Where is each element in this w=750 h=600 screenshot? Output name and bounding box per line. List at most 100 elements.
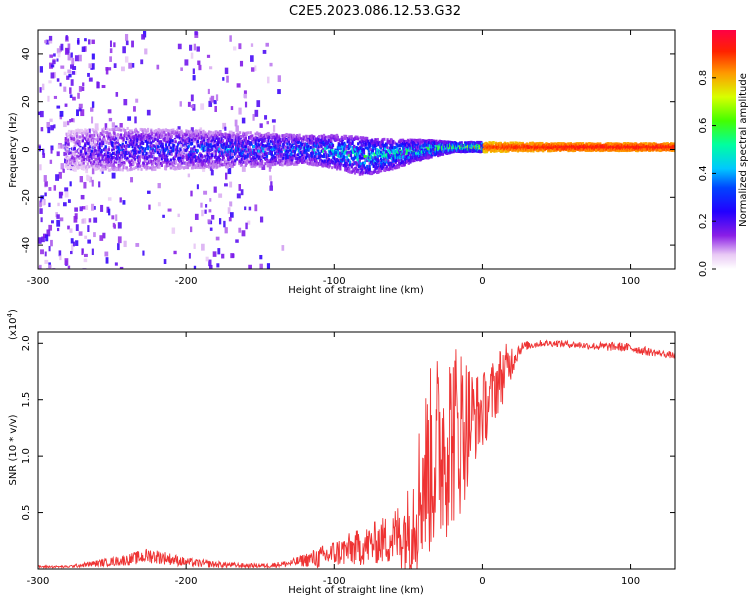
spectrogram-band-cell (275, 154, 278, 158)
spectrogram-band-cell (296, 156, 299, 160)
spectrogram-noise-cell (128, 62, 133, 69)
spectrogram-band-cell (297, 139, 300, 143)
spectrogram-band-cell (235, 157, 238, 161)
spectrogram-band-cell (185, 166, 188, 170)
spectrogram-noise-cell (190, 190, 193, 197)
spectrogram-noise-cell (207, 219, 211, 224)
spectrogram-band-cell (206, 164, 209, 168)
spectrogram-noise-cell (244, 101, 248, 108)
spectrogram-band-cell (303, 158, 306, 162)
spectrogram-band-cell (129, 161, 132, 165)
spectrogram-band-cell (214, 151, 217, 155)
spectrogram-band-cell (87, 138, 90, 142)
spectrogram-band-cell (118, 128, 121, 132)
spectrogram-band-cell (196, 140, 199, 144)
spectrogram-band-cell (75, 150, 78, 154)
spectrogram-band-cell (234, 159, 237, 163)
spectrogram-band-cell (97, 146, 100, 150)
spectrogram-band-cell (369, 148, 372, 152)
spectrogram-band-cell (277, 144, 280, 148)
spectrogram-band-cell (167, 137, 170, 141)
spectrogram-band-cell (250, 164, 253, 168)
spectrogram-band-cell (291, 149, 295, 153)
spectrogram-band-cell (232, 149, 235, 153)
spectrogram-band-cell (301, 139, 304, 143)
spectrogram-band-cell (417, 149, 420, 153)
spectrogram-noise-cell (199, 127, 203, 133)
spectrogram-band-cell (151, 148, 155, 152)
spectrogram-band-cell (64, 136, 67, 140)
spectrogram-band-cell (254, 136, 257, 140)
spectrogram-band-cell (339, 167, 342, 171)
spectrogram-noise-cell (59, 110, 64, 117)
spectrogram-noise-cell (214, 105, 217, 112)
spectrogram-band-cell (447, 146, 450, 150)
spectrogram-band-cell (211, 148, 214, 152)
spectrogram-noise-cell (117, 236, 122, 244)
spectrogram-band-cell (189, 133, 192, 137)
spectrogram-noise-cell (48, 264, 52, 269)
spectrogram-band-cell (71, 158, 74, 162)
spectrogram-band-cell (298, 135, 301, 139)
spectrogram-band-cell (225, 134, 229, 138)
spectrogram-band-cell (312, 151, 315, 155)
spectrogram-band-cell (310, 154, 313, 158)
spectrogram-noise-cell (115, 214, 118, 221)
spectrogram-band-cell (280, 148, 283, 152)
spectrogram-band-cell (173, 132, 176, 136)
spectrogram-band-cell (81, 139, 84, 143)
spectrogram-band-cell (243, 156, 247, 160)
spectrogram-noise-cell (264, 115, 268, 120)
spectrogram-band-cell (385, 166, 388, 170)
spectrogram-band-cell (405, 158, 408, 162)
spectrogram-band-cell (349, 170, 352, 174)
spectrogram-noise-cell (56, 227, 60, 232)
spectrogram-noise-cell (244, 206, 247, 211)
spectrogram-band-cell (113, 138, 116, 142)
spectrogram-band-cell (271, 147, 274, 151)
spectrogram-band-cell (366, 164, 369, 168)
spectrogram-band-cell (432, 148, 436, 152)
spectrogram-band-cell (295, 153, 298, 157)
spectrogram-band-cell (278, 149, 281, 153)
spectrogram-band-cell (203, 162, 207, 166)
spectrogram-band-cell (249, 134, 252, 138)
spectrogram-band-cell (181, 161, 184, 165)
spectrogram-band-cell (352, 150, 355, 154)
spectrogram-band-cell (390, 157, 393, 161)
spectrogram-noise-cell (248, 206, 252, 211)
spectrogram-band-cell (379, 150, 383, 154)
spectrogram-band-cell (69, 148, 72, 152)
spectrogram-noise-cell (78, 103, 83, 109)
spectrogram-band-cell (359, 162, 362, 166)
spectrogram-band-cell (76, 141, 80, 145)
spectrogram-noise-cell (107, 197, 112, 201)
spectrogram-band-cell (190, 134, 194, 138)
spectrogram-noise-cell (56, 219, 61, 227)
spectrogram-noise-cell (52, 60, 56, 65)
spectrogram-band-cell (93, 165, 96, 169)
spectrogram-band-cell (278, 159, 281, 163)
spectrogram-noise-cell (198, 64, 202, 71)
spectrogram-band-cell (107, 141, 111, 145)
spectrogram-noise-cell (211, 214, 215, 220)
spectrogram-noise-cell (111, 215, 115, 220)
spectrogram-band-cell (138, 158, 142, 162)
spectrogram-band-cell (148, 155, 151, 159)
spectrogram-band-cell (351, 142, 354, 146)
spectrogram-band-cell (290, 133, 293, 137)
spectrogram-band-cell (71, 161, 75, 165)
spectrogram-noise-cell (59, 82, 62, 87)
spectrogram-band-cell (129, 132, 133, 136)
spectrogram-noise-cell (104, 123, 108, 130)
spectrogram-band-cell (214, 132, 217, 136)
spectrogram-band-cell (73, 157, 76, 161)
spectrogram-band-cell (155, 149, 159, 153)
spectrogram-band-cell (292, 162, 295, 166)
spectrogram-band-cell (272, 154, 275, 158)
spectrogram-band-cell (224, 153, 227, 157)
spectrogram-band-cell (131, 139, 134, 143)
spectrogram-noise-cell (107, 109, 112, 114)
spectrogram-band-cell (369, 143, 372, 147)
spectrogram-noise-cell (53, 95, 58, 99)
